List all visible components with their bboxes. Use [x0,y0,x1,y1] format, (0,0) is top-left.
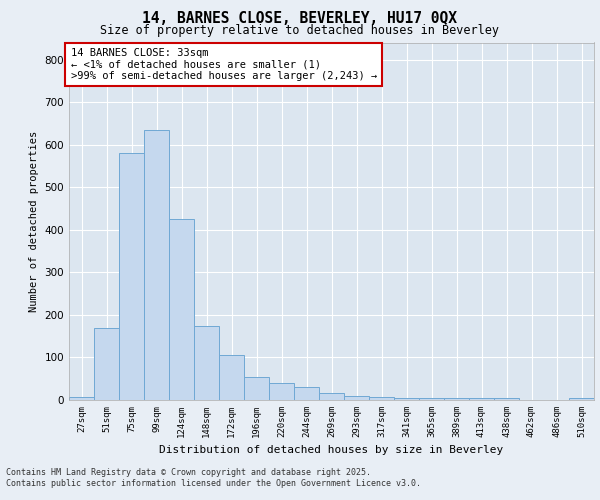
Bar [244,376,269,400]
Bar [194,326,219,400]
Bar [469,398,494,400]
Bar [319,393,344,400]
Bar [369,396,394,400]
Text: 14 BARNES CLOSE: 33sqm
← <1% of detached houses are smaller (1)
>99% of semi-det: 14 BARNES CLOSE: 33sqm ← <1% of detached… [71,48,377,81]
Bar [69,397,94,400]
Y-axis label: Number of detached properties: Number of detached properties [29,130,39,312]
Text: 14, BARNES CLOSE, BEVERLEY, HU17 0QX: 14, BARNES CLOSE, BEVERLEY, HU17 0QX [143,11,458,26]
Bar [169,219,194,400]
X-axis label: Distribution of detached houses by size in Beverley: Distribution of detached houses by size … [160,446,503,456]
Bar [394,398,419,400]
Bar [144,130,169,400]
Bar [569,398,594,400]
Text: Contains HM Land Registry data © Crown copyright and database right 2025.
Contai: Contains HM Land Registry data © Crown c… [6,468,421,487]
Bar [344,396,369,400]
Bar [444,398,469,400]
Bar [419,398,444,400]
Bar [494,398,519,400]
Bar [94,328,119,400]
Text: Size of property relative to detached houses in Beverley: Size of property relative to detached ho… [101,24,499,37]
Bar [219,356,244,400]
Bar [294,387,319,400]
Bar [119,153,144,400]
Bar [269,383,294,400]
